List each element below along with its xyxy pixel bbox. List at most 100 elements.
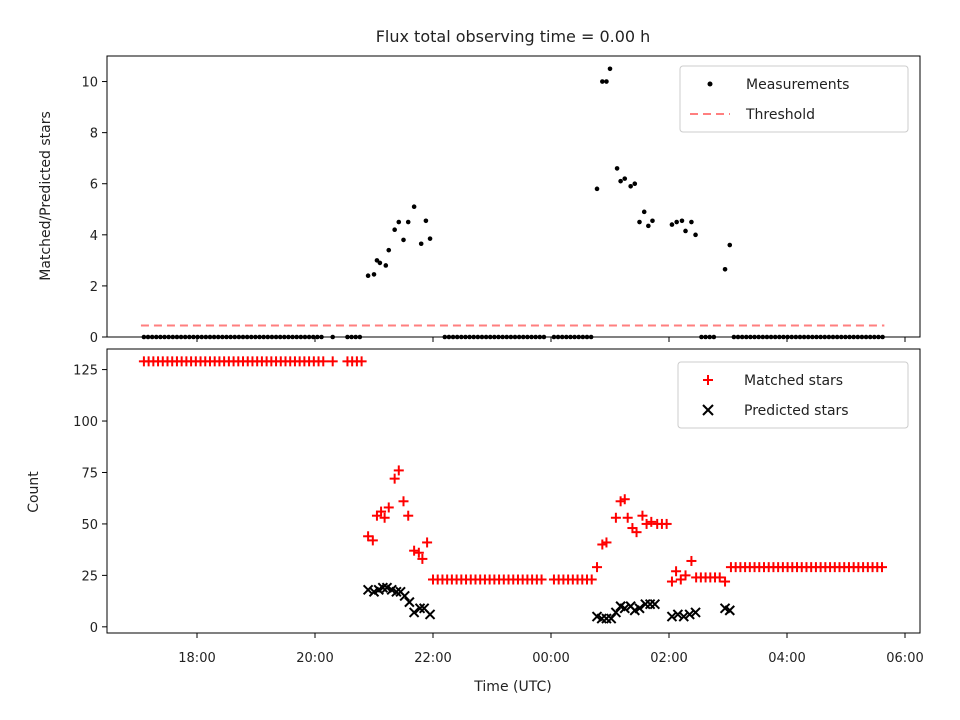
measurement-point xyxy=(739,334,745,340)
predicted-star-point xyxy=(672,609,684,620)
measurement-point xyxy=(149,334,155,340)
predicted-star-point xyxy=(649,598,661,610)
matched-star-point xyxy=(327,356,338,367)
predicted-star-point xyxy=(678,611,689,622)
measurement-point xyxy=(727,242,733,248)
measurement-point xyxy=(863,334,869,340)
legend-x-marker xyxy=(702,404,714,416)
predicted-star-point xyxy=(404,596,415,608)
x-tick-label: 22:00 xyxy=(414,651,451,666)
measurement-point xyxy=(286,334,291,340)
matched-star-point xyxy=(398,496,409,507)
measurement-point xyxy=(141,334,147,340)
measurement-point xyxy=(628,183,633,189)
measurement-point xyxy=(396,219,402,225)
measurement-point xyxy=(520,334,526,340)
measurement-point xyxy=(475,334,481,340)
measurement-point xyxy=(174,334,180,340)
matched-star-point xyxy=(619,494,630,505)
measurement-point xyxy=(290,334,295,340)
measurement-point xyxy=(646,223,651,229)
measurement-point xyxy=(834,334,840,340)
measurement-point xyxy=(162,334,167,340)
x-tick-label: 20:00 xyxy=(296,651,333,666)
measurement-point xyxy=(357,334,363,340)
y-tick-label-ratio: 6 xyxy=(90,178,98,193)
measurement-point xyxy=(880,334,885,340)
y-tick-label-count: 75 xyxy=(81,466,98,481)
measurement-point xyxy=(487,334,493,340)
measurement-point xyxy=(423,218,429,224)
measurement-point xyxy=(405,219,411,225)
measurement-point xyxy=(604,79,609,84)
panel-ratio-axes: 0 2 4 6 8 10 xyxy=(81,76,906,346)
measurement-point xyxy=(855,334,861,340)
matched-star-point xyxy=(422,537,433,548)
measurement-point xyxy=(641,209,647,215)
panel-ratio: 0 2 4 6 8 10 Matched/Predicted stars Measurem… xyxy=(38,55,921,346)
measurement-point xyxy=(679,218,685,224)
x-tick-label: 04:00 xyxy=(768,651,805,666)
measurement-point xyxy=(818,334,823,340)
measurement-point xyxy=(689,219,694,225)
measurement-point xyxy=(607,66,613,72)
matched-star-point xyxy=(318,356,329,367)
predicted-star-point xyxy=(377,582,389,593)
measurement-point xyxy=(182,334,188,340)
measurement-point xyxy=(707,334,713,340)
measurement-point xyxy=(253,334,258,340)
measurement-point xyxy=(261,334,266,340)
y-tick-label-count: 125 xyxy=(73,364,98,379)
matched-star-point xyxy=(631,527,642,538)
measurement-point xyxy=(594,186,600,192)
measurement-point xyxy=(669,222,675,227)
measurement-point xyxy=(418,241,424,247)
matched-star-point xyxy=(720,576,731,587)
measurement-point xyxy=(446,334,452,340)
chart-title: Flux total observing time = 0.00 h xyxy=(376,27,651,46)
measurement-point xyxy=(838,334,844,340)
measurement-point xyxy=(215,334,221,340)
y-tick-label-ratio: 4 xyxy=(90,229,98,244)
predicted-star-point xyxy=(399,590,410,602)
legend-label: Threshold xyxy=(745,107,815,123)
measurement-point xyxy=(386,247,392,253)
measurement-point xyxy=(508,334,514,340)
measurement-point xyxy=(568,334,573,340)
legend-ratio-box xyxy=(679,65,909,133)
measurement-point xyxy=(158,334,163,340)
measurement-point xyxy=(711,334,717,340)
measurement-point xyxy=(411,204,417,210)
measurement-point xyxy=(459,334,464,340)
measurement-point xyxy=(401,237,406,243)
measurement-point xyxy=(248,334,254,340)
legend-ratio: Measurements Threshold xyxy=(679,65,909,133)
measurement-point xyxy=(576,334,582,340)
measurement-point xyxy=(748,334,753,340)
y-tick-label-count: 50 xyxy=(81,518,98,533)
legend-label: Measurements xyxy=(746,77,849,93)
measurement-point xyxy=(483,334,489,340)
measurement-point xyxy=(516,334,522,340)
legend-item: Threshold xyxy=(690,107,815,123)
matched-star-point xyxy=(356,356,367,367)
measurement-point xyxy=(392,227,397,233)
measurement-point xyxy=(240,334,246,340)
measurement-point xyxy=(330,334,336,340)
measurement-point xyxy=(282,334,287,340)
measurement-point xyxy=(257,334,262,340)
matched-star-point xyxy=(367,535,378,546)
legend-label: Matched stars xyxy=(744,373,843,389)
panel-count-axes: 0 25 50 75 100 125 18:00 20:00 22:00 00:00 02:00 04… xyxy=(73,364,924,666)
matched-star-point xyxy=(389,473,400,484)
measurement-point xyxy=(555,334,561,340)
measurement-point xyxy=(178,334,184,340)
measurement-point xyxy=(319,334,324,340)
matched-star-point xyxy=(409,545,420,556)
measurement-point xyxy=(847,334,852,340)
matched-star-point xyxy=(876,562,887,573)
x-tick-label: 18:00 xyxy=(178,651,215,666)
y-axis-label-count: Count xyxy=(26,471,42,513)
measurement-point xyxy=(772,334,778,340)
measurement-point xyxy=(471,334,477,340)
